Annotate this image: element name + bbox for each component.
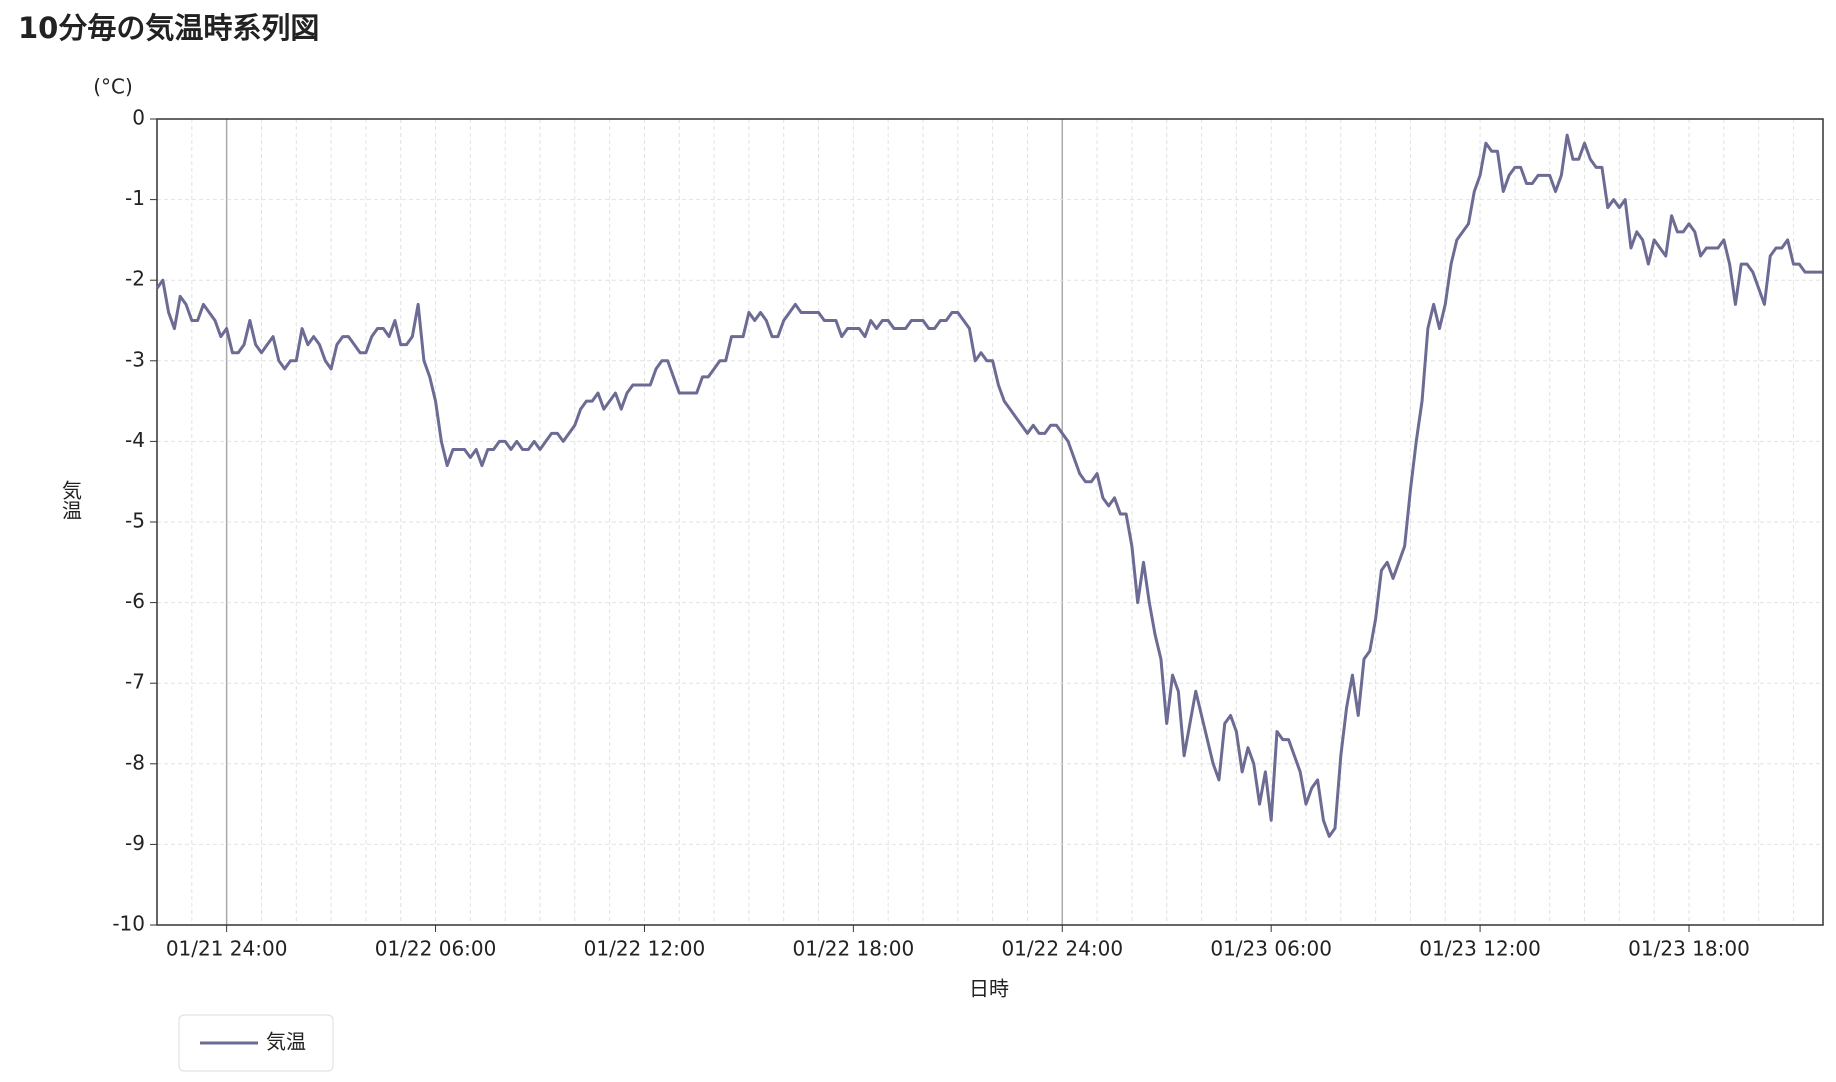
y-tick-label: -10 bbox=[112, 912, 145, 936]
x-tick-label: 01/21 24:00 bbox=[166, 937, 288, 961]
plot-frame bbox=[156, 118, 1824, 926]
y-tick-label: -7 bbox=[125, 670, 145, 694]
x-tick-label: 01/23 12:00 bbox=[1419, 937, 1541, 961]
y-tick-label: -9 bbox=[125, 831, 145, 855]
y-axis-title: 気温 bbox=[59, 480, 83, 520]
legend-label: 気温 bbox=[266, 1030, 306, 1054]
y-unit: (°C) bbox=[93, 75, 133, 99]
x-tick-label: 01/23 06:00 bbox=[1210, 937, 1332, 961]
x-tick-label: 01/22 18:00 bbox=[793, 937, 915, 961]
x-tick-label: 01/23 18:00 bbox=[1628, 937, 1750, 961]
line-series bbox=[155, 133, 1823, 838]
y-tick-label: -3 bbox=[125, 347, 145, 371]
y-tick-label: -1 bbox=[125, 186, 145, 210]
x-tick-label: 01/22 12:00 bbox=[584, 937, 706, 961]
x-axis-title: 日時 bbox=[969, 977, 1009, 1001]
y-tick-label: -4 bbox=[125, 428, 145, 452]
x-tick-label: 01/22 06:00 bbox=[375, 937, 497, 961]
y-tick-label: 0 bbox=[132, 106, 145, 130]
y-tick-label: -5 bbox=[125, 509, 145, 533]
x-tick-label: 01/22 24:00 bbox=[1001, 937, 1123, 961]
chart-title: 10分毎の気温時系列図 bbox=[18, 11, 319, 45]
y-tick-label: -8 bbox=[125, 750, 145, 774]
y-tick-label: -2 bbox=[125, 267, 145, 291]
y-tick-label: -6 bbox=[125, 589, 145, 613]
